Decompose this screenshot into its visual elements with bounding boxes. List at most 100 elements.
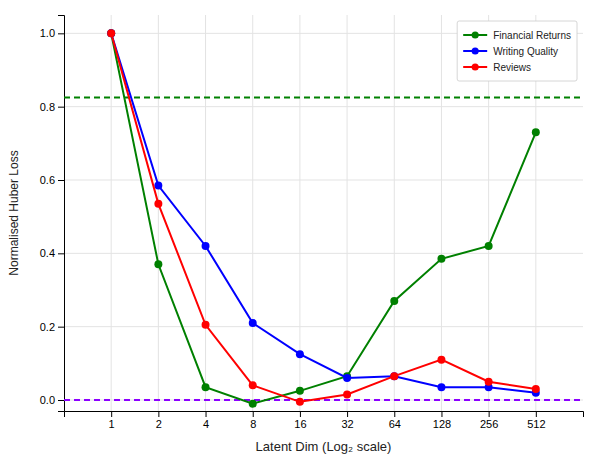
x-grid-line — [205, 15, 206, 411]
x-tick-mark — [111, 411, 112, 417]
x-tick: 128 — [433, 411, 451, 430]
y-tick: 0.0 — [40, 394, 64, 406]
point — [437, 255, 445, 263]
x-tick-mark — [536, 411, 537, 417]
x-tick-label: 32 — [341, 418, 353, 430]
x-grid-line — [347, 15, 348, 411]
x-grid-line — [111, 15, 112, 411]
x-tick-mark — [347, 411, 348, 417]
y-grid-line — [64, 400, 583, 401]
legend-marker — [472, 63, 479, 70]
y-axis-line — [58, 16, 65, 412]
series-line — [111, 33, 536, 392]
y-tick-label: 0.8 — [40, 101, 55, 113]
x-tick-mark — [300, 411, 301, 417]
x-tick-label: 2 — [156, 418, 162, 430]
x-tick-label: 512 — [527, 418, 545, 430]
x-axis: 1 2 4 8 16 32 64 128 256 512 — [65, 411, 584, 430]
point — [249, 381, 257, 389]
series — [107, 29, 540, 405]
point — [343, 391, 351, 399]
x-tick-mark — [394, 411, 395, 417]
point — [390, 297, 398, 305]
point — [249, 319, 257, 327]
x-tick: 2 — [156, 411, 162, 430]
series-line — [111, 33, 536, 403]
y-tick-label: 1.0 — [40, 27, 55, 39]
point — [107, 29, 115, 37]
reference-line — [64, 399, 583, 401]
x-tick-label: 16 — [294, 418, 306, 430]
x-axis-line — [65, 412, 584, 418]
y-axis: 0.0 0.2 0.4 0.6 0.8 1.0 — [40, 16, 65, 412]
x-tick: 8 — [250, 411, 256, 430]
legend-box — [457, 21, 577, 81]
series-line — [111, 33, 536, 402]
x-grid-line — [394, 15, 395, 411]
y-tick-mark — [58, 33, 64, 34]
x-grid-line — [158, 15, 159, 411]
x-tick-label: 128 — [433, 418, 451, 430]
legend-label: Writing Quality — [493, 46, 558, 57]
x-tick: 16 — [294, 411, 306, 430]
x-tick: 256 — [480, 411, 498, 430]
point — [296, 387, 304, 395]
y-tick: 0.2 — [40, 321, 64, 333]
point — [107, 29, 115, 37]
y-tick: 1.0 — [40, 27, 64, 39]
y-tick-mark — [58, 400, 64, 401]
x-tick: 512 — [527, 411, 545, 430]
legend-label: Reviews — [493, 62, 531, 73]
series — [107, 29, 540, 396]
point — [437, 356, 445, 364]
x-tick: 1 — [109, 411, 115, 430]
point — [390, 372, 398, 380]
point — [485, 242, 493, 250]
x-tick: 64 — [389, 411, 401, 430]
x-grid-line — [441, 15, 442, 411]
plot: 1 2 4 8 16 32 64 128 256 512 0.0 0.2 0.4 0.6 0.8 1.0 Fin… — [40, 15, 584, 430]
legend-marker — [472, 47, 479, 54]
y-tick: 0.4 — [40, 247, 64, 259]
point — [154, 260, 162, 268]
y-grid-line — [64, 326, 583, 327]
legend: Financial Returns Writing Quality Reviews — [457, 21, 577, 81]
point — [249, 400, 257, 408]
x-tick-label: 8 — [250, 418, 256, 430]
x-tick-mark — [489, 411, 490, 417]
y-tick-label: 0.6 — [40, 174, 55, 186]
point — [296, 398, 304, 406]
y-tick: 0.6 — [40, 174, 64, 186]
point — [202, 383, 210, 391]
x-tick: 4 — [203, 411, 209, 430]
y-tick-mark — [58, 327, 64, 328]
point — [154, 182, 162, 190]
y-axis-title: Normalised Huber Loss — [7, 150, 21, 275]
grid — [64, 15, 583, 411]
y-tick-mark — [58, 107, 64, 108]
point — [390, 372, 398, 380]
legend-item: Writing Quality — [463, 46, 558, 57]
x-axis-title: Latent Dim (Log₂ scale) — [256, 439, 392, 454]
y-tick-label: 0.4 — [40, 247, 55, 259]
point — [532, 128, 540, 136]
x-tick-mark — [253, 411, 254, 417]
legend-marker — [472, 31, 479, 38]
y-tick-mark — [58, 180, 64, 181]
point — [202, 321, 210, 329]
legend-item: Financial Returns — [463, 30, 571, 41]
y-tick-label: 0.2 — [40, 321, 55, 333]
legend-label: Financial Returns — [493, 30, 571, 41]
x-tick-label: 1 — [109, 418, 115, 430]
point — [202, 242, 210, 250]
series — [107, 29, 540, 407]
x-tick-label: 64 — [389, 418, 401, 430]
y-tick: 0.8 — [40, 101, 64, 113]
point — [107, 29, 115, 37]
x-tick-mark — [206, 411, 207, 417]
y-grid-line — [64, 253, 583, 254]
x-tick-mark — [158, 411, 159, 417]
point — [437, 383, 445, 391]
x-tick-label: 256 — [480, 418, 498, 430]
marks — [64, 29, 583, 407]
